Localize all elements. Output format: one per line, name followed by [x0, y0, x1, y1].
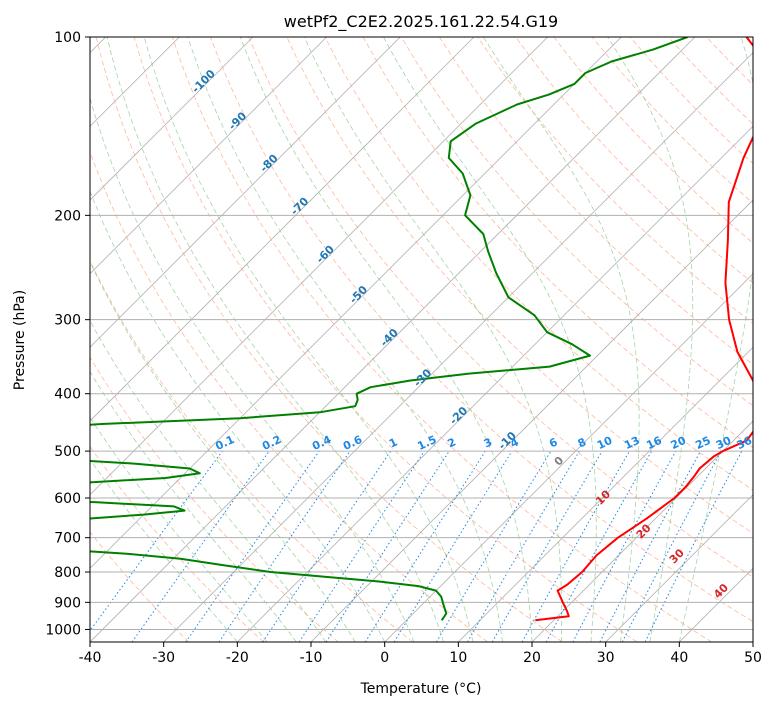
- x-tick-label: 0: [380, 650, 389, 666]
- x-tick-label: 50: [744, 650, 762, 666]
- y-tick-label: 500: [54, 444, 81, 460]
- y-tick-label: 900: [54, 595, 81, 611]
- y-tick-label: 1000: [45, 622, 81, 638]
- y-tick-label: 300: [54, 313, 81, 329]
- x-tick-label: 20: [523, 650, 541, 666]
- y-tick-label: 400: [54, 387, 81, 403]
- x-tick-label: -20: [226, 650, 249, 666]
- x-tick-label: -40: [79, 650, 102, 666]
- y-axis-label: Pressure (hPa): [12, 290, 28, 390]
- x-tick-label: 40: [670, 650, 688, 666]
- y-tick-label: 600: [54, 491, 81, 507]
- y-tick-label: 800: [54, 565, 81, 581]
- x-tick-label: 30: [597, 650, 615, 666]
- x-tick-label: 10: [449, 650, 467, 666]
- x-axis-label: Temperature (°C): [360, 681, 482, 697]
- chart-title: wetPf2_C2E2.2025.161.22.54.G19: [284, 12, 558, 32]
- x-tick-label: -10: [300, 650, 323, 666]
- y-tick-label: 700: [54, 531, 81, 547]
- y-tick-label: 200: [54, 208, 81, 224]
- x-tick-label: -30: [152, 650, 175, 666]
- y-tick-label: 100: [54, 30, 81, 46]
